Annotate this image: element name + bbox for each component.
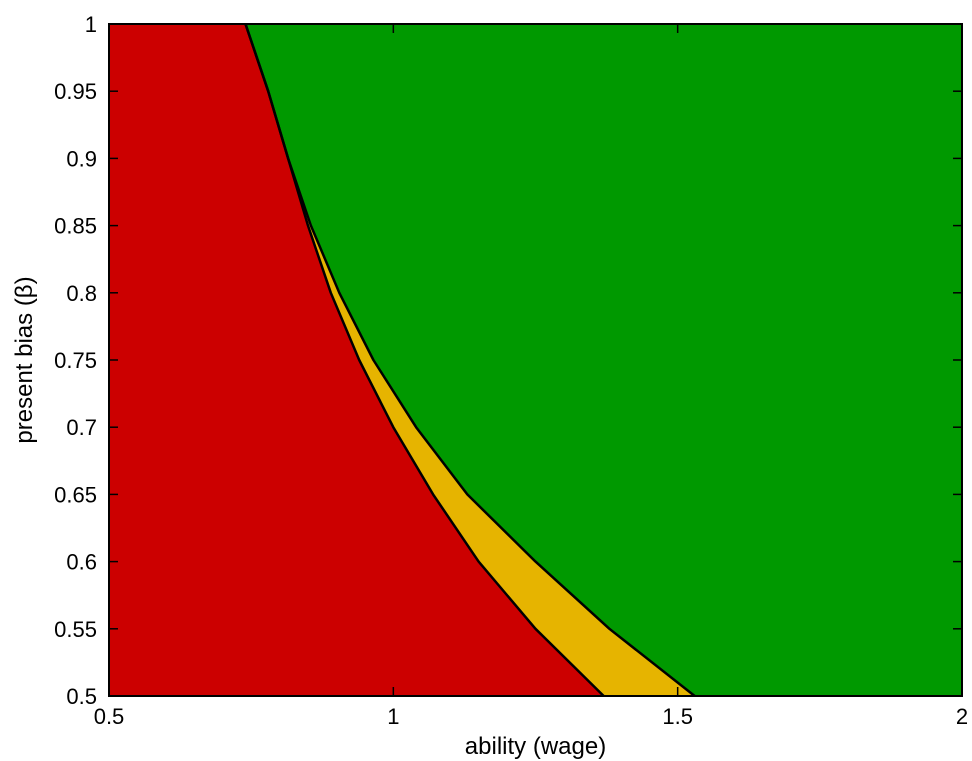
y-tick-label: 0.65	[54, 482, 97, 507]
boundary-layer	[244, 23, 696, 697]
x-tick-label: 0.5	[94, 704, 125, 729]
x-tick-label: 1	[387, 704, 399, 729]
y-tick-label: 0.5	[66, 684, 97, 709]
y-tick-label: 0.6	[66, 550, 97, 575]
y-tick-label: 0.9	[66, 146, 97, 171]
ticks-layer: 0.5 1 1.5 2 0.5 0.55 0.6 0.65 0.7 0.75 0.8 0.85 0.9 0…	[54, 12, 968, 729]
y-tick-label: 0.85	[54, 214, 97, 239]
boundary-upper	[244, 23, 696, 697]
y-tick-label: 0.95	[54, 79, 97, 104]
region-red	[109, 24, 604, 696]
y-tick-label: 0.75	[54, 348, 97, 373]
regions-layer	[109, 24, 962, 696]
y-tick-label: 0.7	[66, 415, 97, 440]
region-green	[245, 24, 962, 696]
y-tick-label: 0.55	[54, 617, 97, 642]
x-tick-label: 1.5	[662, 704, 693, 729]
y-axis-label: present bias (β)	[11, 276, 38, 443]
y-tick-label: 0.8	[66, 281, 97, 306]
x-axis-label: ability (wage)	[465, 733, 606, 760]
x-tick-label: 2	[956, 704, 968, 729]
y-tick-label: 1	[85, 12, 97, 37]
